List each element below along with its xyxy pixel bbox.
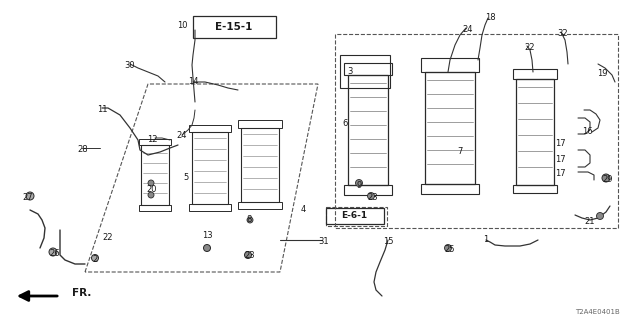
Text: 14: 14 [188,77,198,86]
Text: 1: 1 [483,236,488,244]
Text: 8: 8 [246,215,252,225]
Text: 20: 20 [147,186,157,195]
Bar [238,202,282,209]
Text: E-6-1: E-6-1 [341,212,367,220]
Circle shape [148,192,154,198]
Text: 6: 6 [342,119,348,129]
Bar [326,208,384,224]
Text: 24: 24 [463,26,473,35]
Circle shape [367,193,374,199]
Text: 21: 21 [585,218,595,227]
Circle shape [596,212,604,220]
Text: 17: 17 [555,140,565,148]
Text: 12: 12 [147,135,157,145]
Bar [513,69,557,79]
Text: 22: 22 [525,44,535,52]
Bar [189,204,231,211]
Text: 32: 32 [557,29,568,38]
Circle shape [355,180,362,187]
Bar [513,185,557,193]
Bar [326,207,387,226]
Bar [344,185,392,195]
Text: 23: 23 [368,194,378,203]
Bar [139,205,171,211]
Circle shape [26,192,34,200]
Circle shape [49,248,57,256]
Text: 10: 10 [177,21,188,30]
Text: 17: 17 [555,156,565,164]
Text: 28: 28 [77,146,88,155]
Bar [189,125,231,132]
Text: FR.: FR. [72,288,92,298]
Text: 25: 25 [445,245,455,254]
Bar [193,16,276,38]
Bar [425,72,475,184]
Text: 17: 17 [555,170,565,179]
Bar [340,55,390,88]
Text: 9: 9 [356,180,362,189]
Bar [139,139,171,145]
Text: 26: 26 [50,250,60,259]
Text: 5: 5 [184,173,189,182]
Text: 19: 19 [596,69,607,78]
Text: 31: 31 [319,237,330,246]
Bar [348,75,388,185]
Text: E-15-1: E-15-1 [215,22,253,32]
Circle shape [148,180,154,186]
Bar [241,128,279,202]
Circle shape [204,244,211,252]
Circle shape [247,217,253,223]
Text: 15: 15 [383,237,393,246]
Text: 3: 3 [348,68,353,76]
Circle shape [602,174,610,182]
Bar [141,145,169,205]
Text: 4: 4 [300,205,306,214]
Circle shape [244,252,252,259]
Text: 16: 16 [582,127,592,137]
Bar [192,132,228,204]
Bar [421,184,479,194]
Text: 22: 22 [103,234,113,243]
Text: 7: 7 [458,148,463,156]
Bar [344,63,392,75]
Text: 24: 24 [177,131,188,140]
Bar [238,120,282,128]
Text: T2A4E0401B: T2A4E0401B [575,309,620,315]
Text: 18: 18 [484,13,495,22]
Text: 23: 23 [244,251,255,260]
Bar [516,79,554,185]
Text: 27: 27 [22,194,33,203]
Text: 2: 2 [92,255,98,265]
Bar [421,58,479,72]
Text: 30: 30 [125,61,135,70]
Circle shape [445,244,451,252]
Text: 11: 11 [97,106,108,115]
Text: 29: 29 [603,175,613,185]
Circle shape [92,254,99,261]
Text: 13: 13 [202,230,212,239]
